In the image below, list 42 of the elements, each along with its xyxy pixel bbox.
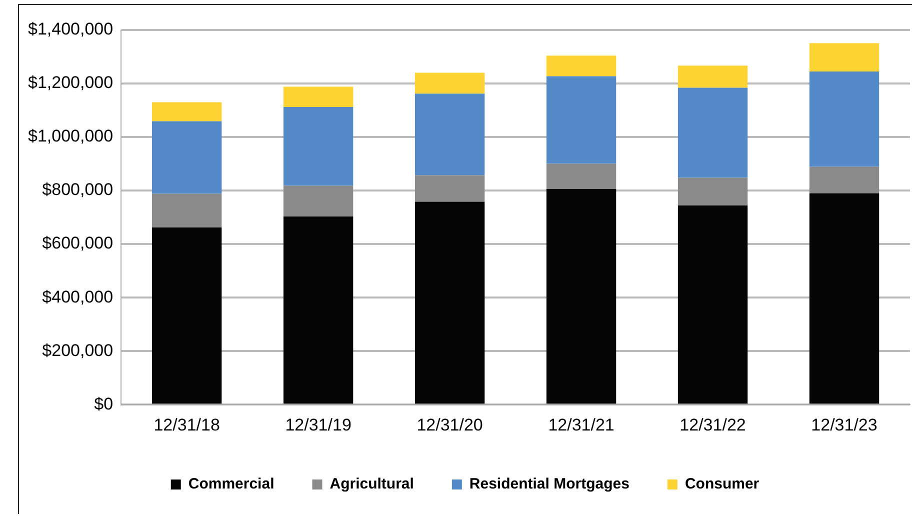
y-tick-label: $0 <box>94 394 114 414</box>
bar <box>546 76 616 164</box>
x-tick-label: 12/31/22 <box>680 415 746 434</box>
bar <box>809 166 880 194</box>
bar <box>152 194 222 228</box>
bar <box>283 86 354 108</box>
bar <box>546 56 616 76</box>
bar <box>809 71 880 167</box>
legend-label: Residential Mortgages <box>469 476 630 493</box>
bar <box>414 72 485 94</box>
y-tick-label: $400,000 <box>42 287 114 306</box>
legend-label: Agricultural <box>330 476 414 493</box>
bar <box>283 186 354 216</box>
x-tick-label: 12/31/21 <box>548 415 614 434</box>
bar <box>809 43 880 72</box>
y-tick-label: $1,000,000 <box>28 126 114 146</box>
bar <box>546 188 616 404</box>
y-tick-label: $1,200,000 <box>28 73 114 92</box>
bar <box>152 102 222 122</box>
bar <box>283 216 354 404</box>
x-tick-label: 12/31/20 <box>416 415 483 434</box>
legend-label: Commercial <box>188 476 274 493</box>
bar <box>414 94 485 176</box>
legend-label: Consumer <box>684 476 760 493</box>
x-tick-label: 12/31/18 <box>154 415 220 434</box>
bar <box>678 206 748 404</box>
bar <box>414 175 485 202</box>
bar <box>152 227 222 404</box>
bar <box>152 121 222 194</box>
bar <box>283 107 354 186</box>
y-tick-label: $600,000 <box>42 234 114 253</box>
x-tick-label: 12/31/23 <box>811 415 878 434</box>
bar <box>414 202 485 404</box>
bar <box>678 178 748 206</box>
x-tick-label: 12/31/19 <box>285 415 352 434</box>
y-tick-label: $200,000 <box>42 340 114 360</box>
bar <box>678 88 748 178</box>
bar <box>678 66 748 88</box>
y-tick-label: $800,000 <box>42 180 114 200</box>
y-tick-label: $1,400,000 <box>28 20 114 39</box>
bar <box>809 193 880 404</box>
bar <box>546 164 616 189</box>
